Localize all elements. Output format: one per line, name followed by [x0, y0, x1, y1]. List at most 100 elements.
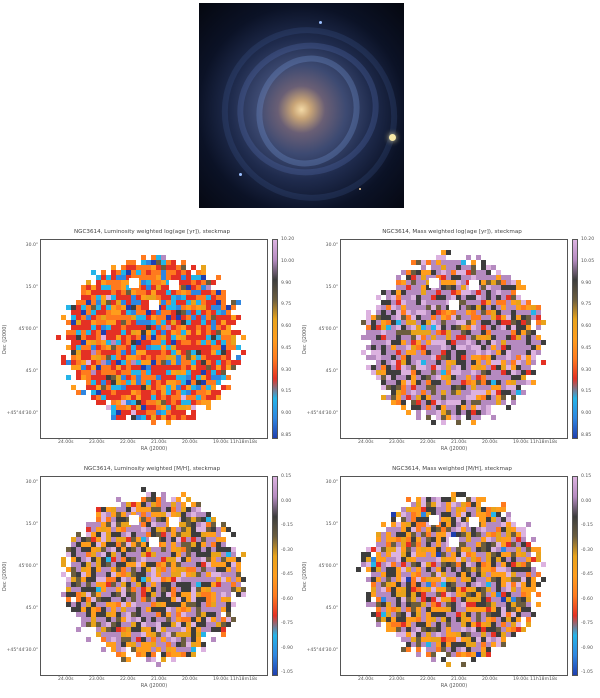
map-pixel — [116, 562, 121, 567]
map-pixel — [216, 370, 221, 375]
map-pixel — [91, 305, 96, 310]
map-pixel — [421, 517, 426, 522]
map-pixel — [76, 335, 81, 340]
map-pixel — [536, 345, 541, 350]
map-pixel — [511, 340, 516, 345]
colorbar-tick-label: 9.75 — [581, 302, 592, 308]
map-pixel — [131, 647, 136, 652]
map-pixel — [381, 305, 386, 310]
map-pixel — [151, 310, 156, 315]
map-pixel — [401, 310, 406, 315]
map-pixel — [141, 502, 146, 507]
map-pixel — [106, 360, 111, 365]
map-pixel — [156, 410, 161, 415]
map-pixel — [151, 597, 156, 602]
map-pixel — [216, 350, 221, 355]
map-pixel — [186, 310, 191, 315]
map-pixel — [96, 617, 101, 622]
colorbar-tick-label: 0.15 — [581, 474, 592, 479]
map-pixel — [391, 315, 396, 320]
map-pixel — [211, 315, 216, 320]
map-pixel — [116, 375, 121, 380]
map-pixel — [501, 507, 506, 512]
map-pixel — [196, 582, 201, 587]
map-pixel — [476, 617, 481, 622]
map-pixel — [191, 517, 196, 522]
map-pixel — [511, 552, 516, 557]
map-pixel — [181, 607, 186, 612]
map-pixel — [156, 517, 161, 522]
map-pixel — [166, 290, 171, 295]
map-pixel — [461, 507, 466, 512]
map-pixel — [221, 365, 226, 370]
map-pixel — [471, 355, 476, 360]
map-pixel — [211, 395, 216, 400]
map-pixel — [161, 320, 166, 325]
map-pixel — [171, 627, 176, 632]
map-pixel — [211, 300, 216, 305]
map-pixel — [136, 632, 141, 637]
map-pixel — [481, 542, 486, 547]
map-pixel — [116, 587, 121, 592]
map-pixel — [216, 335, 221, 340]
map-pixel — [426, 395, 431, 400]
map-pixel — [421, 360, 426, 365]
map-pixel — [371, 612, 376, 617]
map-pixel — [186, 345, 191, 350]
map-pixel — [426, 310, 431, 315]
map-pixel — [106, 507, 111, 512]
map-pixel — [146, 582, 151, 587]
map-pixel — [491, 295, 496, 300]
map-pixel — [196, 522, 201, 527]
map-pixel — [96, 275, 101, 280]
map-pixel — [476, 547, 481, 552]
map-pixel — [101, 557, 106, 562]
map-pixel — [91, 295, 96, 300]
map-pixel — [111, 415, 116, 420]
map-pixel — [171, 577, 176, 582]
map-pixel — [391, 345, 396, 350]
map-pixel — [131, 265, 136, 270]
map-pixel — [181, 602, 186, 607]
map-pixel — [106, 385, 111, 390]
map-pixel — [526, 592, 531, 597]
map-pixel — [416, 340, 421, 345]
map-pixel — [476, 295, 481, 300]
map-pixel — [141, 617, 146, 622]
map-pixel — [441, 315, 446, 320]
y-tick-label: 45.0" — [25, 606, 38, 611]
map-pixel — [526, 572, 531, 577]
map-pixel — [481, 285, 486, 290]
map-pixel — [401, 612, 406, 617]
map-pixel — [451, 375, 456, 380]
map-pixel — [391, 295, 396, 300]
map-pixel — [381, 592, 386, 597]
map-pixel — [66, 330, 71, 335]
map-pixel — [166, 330, 171, 335]
map-pixel — [531, 345, 536, 350]
map-pixel — [426, 305, 431, 310]
colorbar-tick-label: -0.90 — [581, 645, 593, 651]
map-pixel — [151, 587, 156, 592]
map-pixel — [71, 582, 76, 587]
map-pixel — [131, 270, 136, 275]
map-pixel — [491, 300, 496, 305]
map-pixel — [411, 365, 416, 370]
map-pixel — [456, 365, 461, 370]
map-pixel — [216, 532, 221, 537]
map-pixel — [441, 587, 446, 592]
colorbar-tick-label: 9.90 — [281, 280, 292, 286]
map-pixel — [136, 295, 141, 300]
map-pixel — [411, 527, 416, 532]
map-pixel — [471, 335, 476, 340]
map-pixel — [76, 582, 81, 587]
map-pixel — [116, 592, 121, 597]
map-pixel — [111, 345, 116, 350]
map-pixel — [431, 567, 436, 572]
map-pixel — [91, 587, 96, 592]
map-pixel — [376, 562, 381, 567]
map-pixel — [381, 300, 386, 305]
map-pixel — [91, 582, 96, 587]
map-pixel — [461, 395, 466, 400]
map-pixel — [526, 567, 531, 572]
